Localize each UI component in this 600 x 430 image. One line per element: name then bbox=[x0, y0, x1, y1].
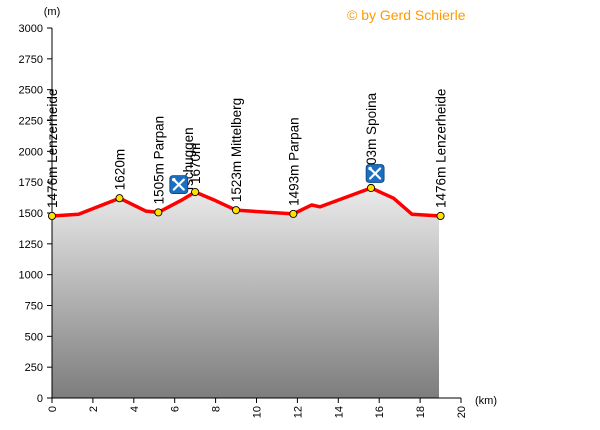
y-tick-label: 1750 bbox=[19, 177, 43, 189]
waypoint-label: 1703m Spoina bbox=[364, 92, 379, 180]
y-axis-unit: (m) bbox=[44, 6, 61, 18]
y-tick-label: 2750 bbox=[19, 54, 43, 66]
x-tick-label: 2 bbox=[88, 406, 100, 412]
fork-head bbox=[171, 177, 176, 182]
waypoint-marker bbox=[289, 209, 298, 218]
waypoint-marker bbox=[115, 194, 124, 203]
y-tick-label: 750 bbox=[25, 301, 43, 313]
waypoint-label: 1620m bbox=[112, 149, 127, 190]
x-tick-label: 18 bbox=[415, 406, 427, 418]
copyright-notice: © by Gerd Schierle bbox=[347, 7, 466, 23]
restaurant-icon bbox=[365, 164, 385, 183]
waypoint-label: 1670m bbox=[188, 143, 203, 184]
y-tick-label: 1000 bbox=[19, 270, 43, 282]
profile-area bbox=[52, 187, 441, 398]
y-tick-label: 3000 bbox=[19, 23, 43, 35]
y-tick-label: 2500 bbox=[19, 85, 43, 97]
waypoint-label: 1476m Lenzerheide bbox=[45, 89, 60, 208]
y-tick-label: 2250 bbox=[19, 116, 43, 128]
waypoint-label: 1523m Mittelberg bbox=[229, 98, 244, 202]
profile-line bbox=[50, 186, 443, 218]
knife-shape bbox=[369, 167, 382, 180]
waypoint-label: 1505m Parpan bbox=[151, 116, 166, 205]
x-axis-unit: (km) bbox=[475, 395, 497, 407]
x-tick-label: 20 bbox=[456, 406, 468, 418]
waypoint-label: 1493m Parpan bbox=[286, 117, 301, 206]
y-tick-label: 2000 bbox=[19, 146, 43, 158]
x-tick-label: 0 bbox=[47, 406, 59, 412]
x-tick-label: 16 bbox=[374, 406, 386, 418]
x-tick-label: 4 bbox=[129, 406, 141, 412]
waypoint-marker bbox=[191, 187, 200, 197]
x-tick-label: 14 bbox=[333, 406, 345, 418]
waypoint-marker bbox=[436, 211, 445, 221]
waypoint-label: 1476m Lenzerheide bbox=[434, 89, 449, 208]
x-tick-label: 12 bbox=[292, 406, 304, 418]
x-tick-label: 10 bbox=[252, 406, 264, 418]
waypoint-marker bbox=[47, 211, 57, 221]
waypoint-marker bbox=[231, 206, 241, 215]
fork-head bbox=[368, 166, 372, 171]
y-tick-label: 0 bbox=[37, 393, 43, 405]
y-tick-label: 1250 bbox=[19, 239, 43, 251]
y-tick-label: 500 bbox=[25, 331, 43, 343]
waypoint-marker bbox=[366, 183, 376, 193]
x-tick-label: 8 bbox=[211, 406, 223, 412]
waypoint-marker bbox=[154, 208, 163, 217]
restaurant-icon bbox=[169, 175, 189, 195]
y-tick-label: 250 bbox=[25, 362, 43, 374]
x-tick-label: 6 bbox=[170, 406, 182, 412]
knife-shape bbox=[172, 178, 185, 191]
y-tick-label: 1500 bbox=[19, 208, 43, 220]
